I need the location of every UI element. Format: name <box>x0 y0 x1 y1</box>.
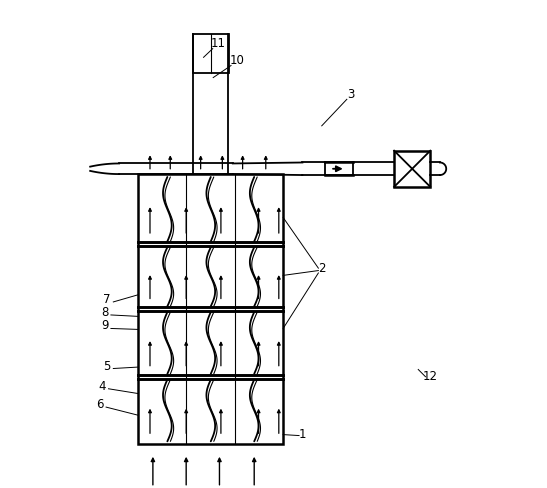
Text: 11: 11 <box>211 37 225 50</box>
Text: 1: 1 <box>299 427 306 440</box>
Text: 3: 3 <box>347 88 354 101</box>
Text: 8: 8 <box>101 305 108 318</box>
Bar <box>138 175 283 445</box>
Bar <box>193 35 229 74</box>
Text: 6: 6 <box>96 397 103 410</box>
Text: 9: 9 <box>101 319 108 332</box>
Text: 10: 10 <box>230 54 245 67</box>
Text: 12: 12 <box>423 369 438 382</box>
Text: 5: 5 <box>103 359 110 372</box>
Bar <box>394 151 430 187</box>
Text: 4: 4 <box>98 379 106 392</box>
Text: 7: 7 <box>103 292 111 305</box>
Text: 2: 2 <box>318 261 325 274</box>
